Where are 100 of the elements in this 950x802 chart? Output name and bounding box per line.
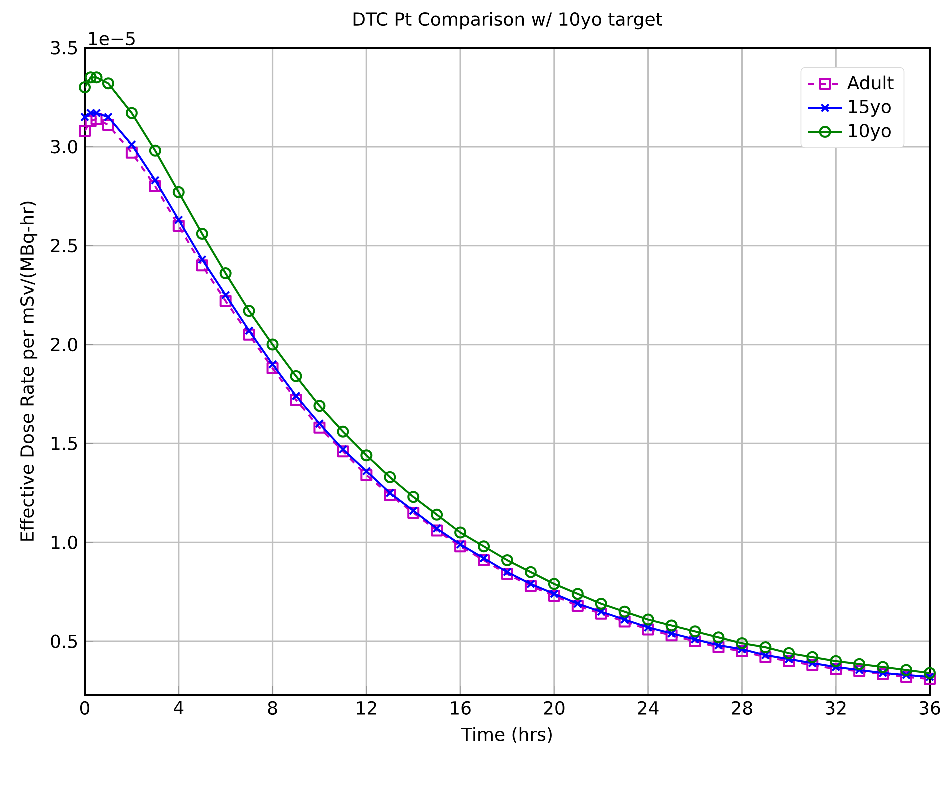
point bbox=[573, 599, 582, 609]
point bbox=[736, 645, 748, 658]
point bbox=[268, 360, 278, 370]
point bbox=[902, 670, 912, 680]
point bbox=[900, 664, 913, 676]
point bbox=[314, 400, 326, 412]
point bbox=[595, 598, 608, 610]
point bbox=[760, 642, 772, 654]
point bbox=[832, 662, 841, 672]
point bbox=[409, 506, 418, 516]
point bbox=[408, 506, 420, 519]
point bbox=[501, 568, 514, 580]
point bbox=[784, 654, 794, 664]
point bbox=[690, 635, 700, 644]
y-tick-label: 2.5 bbox=[51, 239, 78, 253]
point bbox=[384, 471, 396, 484]
point bbox=[830, 663, 842, 676]
point bbox=[196, 260, 208, 272]
point bbox=[315, 419, 324, 428]
point bbox=[384, 489, 396, 502]
point bbox=[855, 666, 864, 675]
point bbox=[877, 661, 890, 674]
y-tick-label: 3.5 bbox=[51, 41, 78, 55]
y-tick-label: 2.0 bbox=[51, 338, 78, 352]
legend-label: Adult bbox=[847, 76, 894, 90]
point bbox=[854, 665, 866, 678]
point bbox=[431, 524, 444, 537]
point bbox=[454, 540, 467, 553]
y-tick-label: 1.5 bbox=[52, 437, 78, 450]
point bbox=[878, 668, 888, 678]
point bbox=[84, 72, 97, 84]
x-tick-label: 32 bbox=[826, 701, 846, 715]
point bbox=[667, 629, 676, 638]
point bbox=[360, 450, 373, 462]
point bbox=[738, 644, 747, 654]
point bbox=[220, 295, 232, 308]
point bbox=[548, 578, 560, 590]
point bbox=[924, 673, 936, 686]
point bbox=[456, 540, 466, 550]
point bbox=[314, 422, 326, 434]
point bbox=[84, 115, 97, 128]
legend-label: 15yo bbox=[849, 100, 891, 118]
point bbox=[290, 370, 302, 382]
point bbox=[126, 107, 138, 120]
point bbox=[432, 524, 442, 534]
point bbox=[736, 638, 748, 650]
point bbox=[479, 554, 489, 563]
point bbox=[79, 125, 91, 138]
x-tick-label: 28 bbox=[732, 701, 752, 715]
point bbox=[290, 394, 302, 406]
point bbox=[102, 78, 114, 90]
point bbox=[102, 119, 114, 132]
point bbox=[501, 554, 514, 566]
point bbox=[243, 328, 256, 341]
x-tick-label: 20 bbox=[544, 701, 565, 715]
point bbox=[644, 623, 653, 632]
point bbox=[337, 426, 350, 438]
point bbox=[126, 146, 138, 159]
point bbox=[854, 658, 866, 670]
point bbox=[90, 72, 103, 84]
point bbox=[806, 659, 819, 672]
point bbox=[104, 112, 114, 122]
point bbox=[454, 526, 467, 539]
point bbox=[783, 655, 796, 668]
point bbox=[478, 554, 490, 566]
point bbox=[266, 362, 279, 375]
point bbox=[172, 186, 185, 198]
point bbox=[478, 540, 490, 553]
point bbox=[502, 568, 512, 577]
point bbox=[266, 338, 279, 351]
point bbox=[149, 144, 162, 157]
y-tick-label: 1.0 bbox=[52, 536, 78, 550]
point bbox=[172, 220, 185, 232]
x-axis-title: Time (hrs) bbox=[461, 727, 552, 744]
point bbox=[666, 620, 678, 632]
point bbox=[689, 626, 702, 638]
point bbox=[572, 588, 584, 600]
point bbox=[550, 590, 559, 599]
point bbox=[877, 668, 890, 680]
point bbox=[220, 268, 232, 280]
point bbox=[337, 446, 350, 458]
point bbox=[79, 82, 91, 94]
point bbox=[808, 658, 818, 668]
point bbox=[924, 667, 936, 680]
point bbox=[338, 445, 348, 454]
point bbox=[783, 647, 796, 660]
y-tick-label: 3.0 bbox=[51, 140, 78, 154]
point bbox=[221, 290, 230, 300]
point bbox=[714, 640, 724, 650]
point bbox=[362, 466, 372, 476]
point bbox=[196, 228, 208, 240]
point bbox=[90, 113, 103, 126]
point bbox=[572, 600, 584, 612]
x-tick-label: 4 bbox=[174, 701, 184, 715]
point bbox=[244, 326, 254, 336]
point bbox=[642, 614, 654, 626]
x-tick-label: 24 bbox=[638, 701, 659, 715]
legend-label: 10yo bbox=[849, 124, 891, 142]
point bbox=[618, 606, 631, 618]
point bbox=[80, 112, 90, 122]
